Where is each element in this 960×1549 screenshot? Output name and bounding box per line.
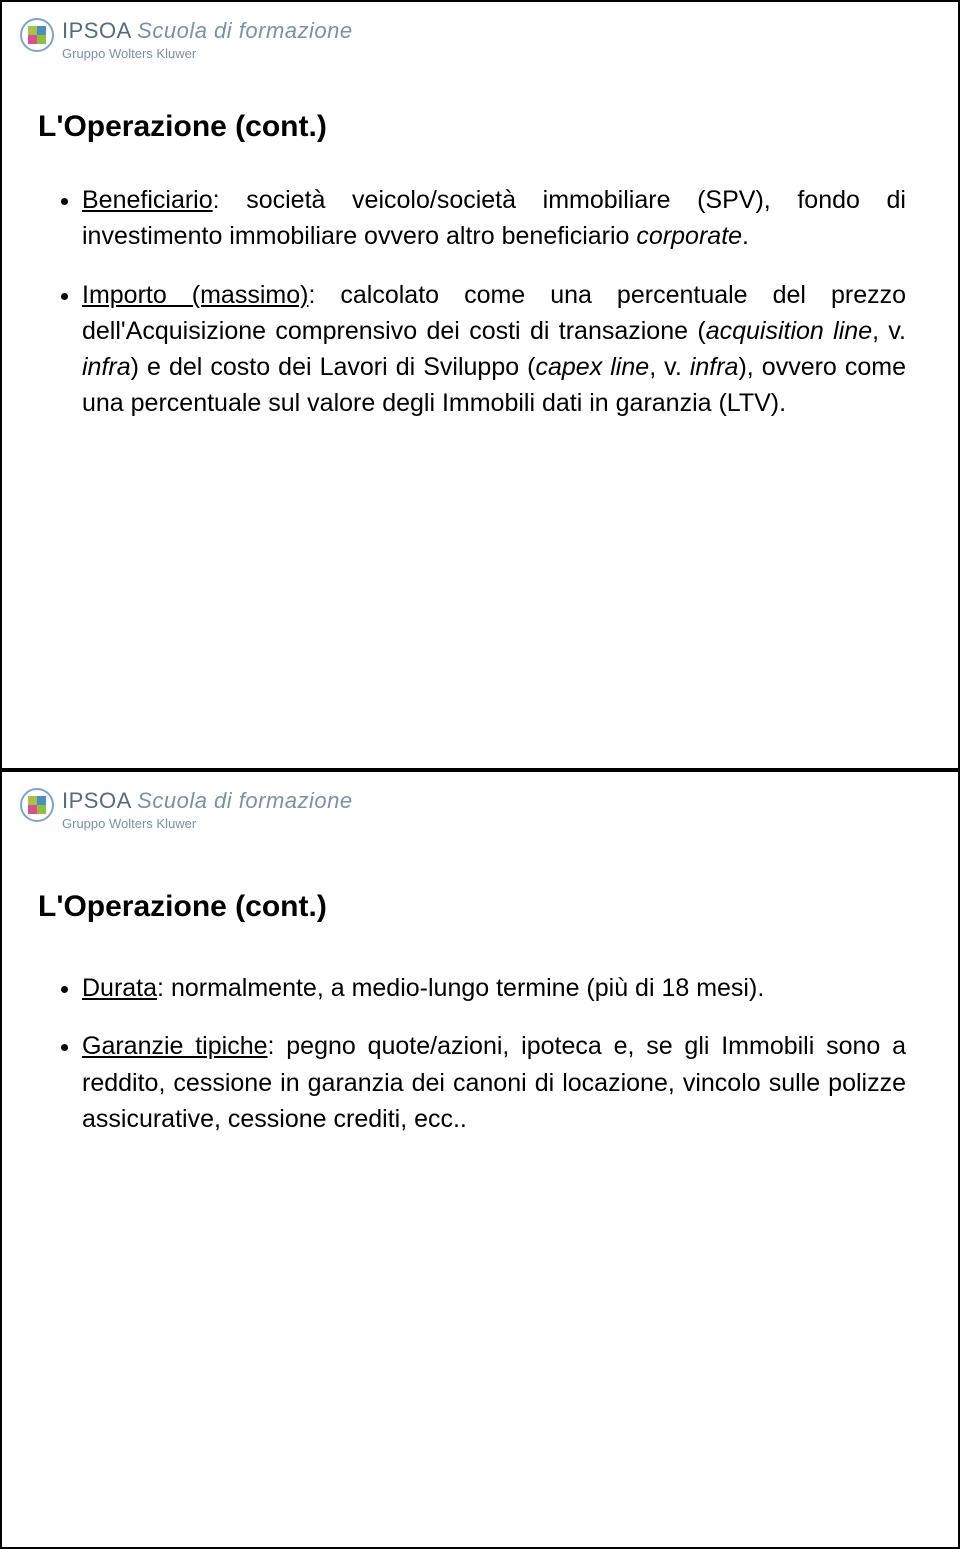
logo-brand-main: IPSOA	[62, 788, 131, 813]
logo-brand-sub: Scuola di formazione	[137, 788, 352, 813]
ipsoa-logo-icon	[20, 788, 54, 822]
bullet-text: .	[742, 222, 749, 250]
bullet-italic: acquisition line	[706, 317, 872, 345]
bullet-lead: Durata	[82, 974, 157, 1002]
bullet-italic: infra	[690, 353, 739, 381]
logo-block: IPSOA Scuola di formazione Gruppo Wolter…	[20, 788, 353, 831]
logo-group: Gruppo Wolters Kluwer	[62, 816, 353, 831]
bullet-text: , v.	[649, 353, 690, 381]
ipsoa-logo-icon	[20, 18, 54, 52]
bullet-beneficiario: Beneficiario: società veicolo/società im…	[82, 182, 906, 255]
logo-text: IPSOA Scuola di formazione Gruppo Wolter…	[62, 788, 353, 831]
bullet-lead: Beneficiario	[82, 186, 213, 214]
bullet-italic: capex line	[536, 353, 650, 381]
bullet-durata: Durata: normalmente, a medio-lungo termi…	[82, 970, 906, 1006]
logo-text: IPSOA Scuola di formazione Gruppo Wolter…	[62, 18, 353, 61]
logo-brand-sub: Scuola di formazione	[137, 18, 352, 43]
bullet-list: Durata: normalmente, a medio-lungo termi…	[54, 970, 906, 1159]
slide-2: IPSOA Scuola di formazione Gruppo Wolter…	[0, 770, 960, 1549]
bullet-lead: Importo (massimo)	[82, 281, 308, 309]
bullet-text: ) e del costo dei Lavori di Sviluppo (	[131, 353, 536, 381]
bullet-text: : normalmente, a medio-lungo termine (pi…	[157, 974, 764, 1002]
bullet-italic: infra	[82, 353, 131, 381]
logo-block: IPSOA Scuola di formazione Gruppo Wolter…	[20, 18, 353, 61]
bullet-garanzie: Garanzie tipiche: pegno quote/azioni, ip…	[82, 1028, 906, 1137]
slide-title: L'Operazione (cont.)	[38, 890, 327, 924]
bullet-importo: Importo (massimo): calcolato come una pe…	[82, 277, 906, 422]
logo-brand: IPSOA Scuola di formazione	[62, 18, 353, 44]
slide-title: L'Operazione (cont.)	[38, 110, 327, 144]
logo-group: Gruppo Wolters Kluwer	[62, 46, 353, 61]
logo-brand-main: IPSOA	[62, 18, 131, 43]
bullet-lead: Garanzie tipiche	[82, 1032, 268, 1060]
slide-1: IPSOA Scuola di formazione Gruppo Wolter…	[0, 0, 960, 770]
bullet-italic: corporate	[636, 222, 742, 250]
bullet-list: Beneficiario: società veicolo/società im…	[54, 182, 906, 444]
bullet-text: , v.	[872, 317, 906, 345]
logo-brand: IPSOA Scuola di formazione	[62, 788, 353, 814]
